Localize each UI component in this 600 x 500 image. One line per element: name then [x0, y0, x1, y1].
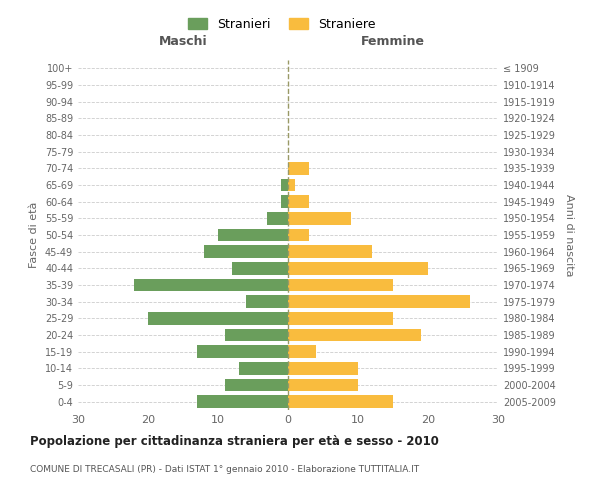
- Bar: [239, 362, 288, 374]
- Text: COMUNE DI TRECASALI (PR) - Dati ISTAT 1° gennaio 2010 - Elaborazione TUTTITALIA.: COMUNE DI TRECASALI (PR) - Dati ISTAT 1°…: [30, 465, 419, 474]
- Bar: [218, 229, 288, 241]
- Bar: [288, 262, 428, 274]
- Bar: [288, 196, 309, 208]
- Bar: [288, 346, 316, 358]
- Bar: [288, 212, 351, 224]
- Bar: [232, 262, 288, 274]
- Bar: [288, 312, 393, 324]
- Legend: Stranieri, Straniere: Stranieri, Straniere: [182, 11, 382, 37]
- Bar: [246, 296, 288, 308]
- Bar: [225, 379, 288, 391]
- Bar: [197, 396, 288, 408]
- Bar: [288, 229, 309, 241]
- Bar: [281, 179, 288, 192]
- Y-axis label: Fasce di età: Fasce di età: [29, 202, 39, 268]
- Bar: [134, 279, 288, 291]
- Bar: [288, 279, 393, 291]
- Bar: [225, 329, 288, 341]
- Text: Maschi: Maschi: [158, 36, 208, 49]
- Bar: [204, 246, 288, 258]
- Bar: [148, 312, 288, 324]
- Bar: [288, 329, 421, 341]
- Bar: [288, 379, 358, 391]
- Bar: [288, 162, 309, 174]
- Bar: [281, 196, 288, 208]
- Y-axis label: Anni di nascita: Anni di nascita: [564, 194, 574, 276]
- Bar: [288, 362, 358, 374]
- Bar: [197, 346, 288, 358]
- Bar: [288, 246, 372, 258]
- Bar: [288, 179, 295, 192]
- Bar: [288, 396, 393, 408]
- Bar: [288, 296, 470, 308]
- Text: Femmine: Femmine: [361, 36, 425, 49]
- Bar: [267, 212, 288, 224]
- Text: Popolazione per cittadinanza straniera per età e sesso - 2010: Popolazione per cittadinanza straniera p…: [30, 435, 439, 448]
